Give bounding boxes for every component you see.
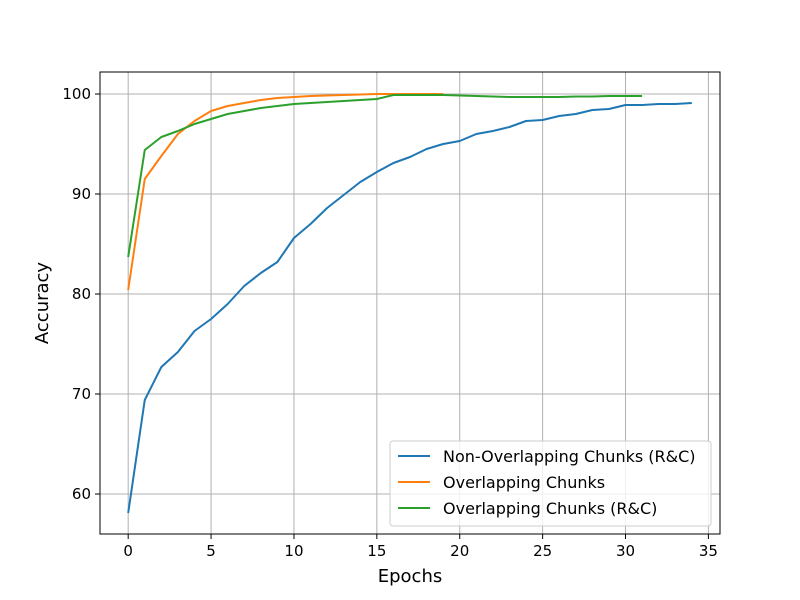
x-tick-label: 0	[123, 542, 133, 560]
x-tick-label: 35	[699, 542, 718, 560]
x-tick-label: 30	[616, 542, 635, 560]
y-tick-label: 60	[72, 485, 91, 503]
legend-box	[389, 440, 712, 527]
y-tick-label: 100	[62, 85, 91, 103]
legend-label-non-overlapping-rc: Non-Overlapping Chunks (R&C)	[443, 447, 696, 466]
series-line-non-overlapping-chunks-r-c	[127, 102, 692, 514]
x-tick-label: 15	[367, 542, 386, 560]
plot-frame	[99, 71, 721, 535]
x-axis-label: Epochs	[378, 566, 443, 587]
series-line-overlapping-chunks-r-c	[127, 94, 643, 258]
x-tick-label: 20	[450, 542, 469, 560]
legend: Non-Overlapping Chunks (R&C) Overlapping…	[389, 440, 712, 527]
y-axis-label: Accuracy	[32, 262, 53, 345]
x-tick-label: 25	[533, 542, 552, 560]
legend-label-overlapping: Overlapping Chunks	[443, 473, 605, 492]
series-layer	[127, 93, 692, 514]
y-tick-label: 80	[72, 285, 91, 303]
y-tick-label: 70	[72, 385, 91, 403]
x-tick-label: 5	[206, 542, 216, 560]
ticks-layer: 0 5 10 15 20 25 30 35 60 70 80 90 100	[62, 85, 718, 560]
x-tick-label: 10	[284, 542, 303, 560]
y-tick-label: 90	[72, 185, 91, 203]
series-line-overlapping-chunks	[127, 93, 444, 291]
legend-label-overlapping-rc: Overlapping Chunks (R&C)	[443, 499, 657, 518]
